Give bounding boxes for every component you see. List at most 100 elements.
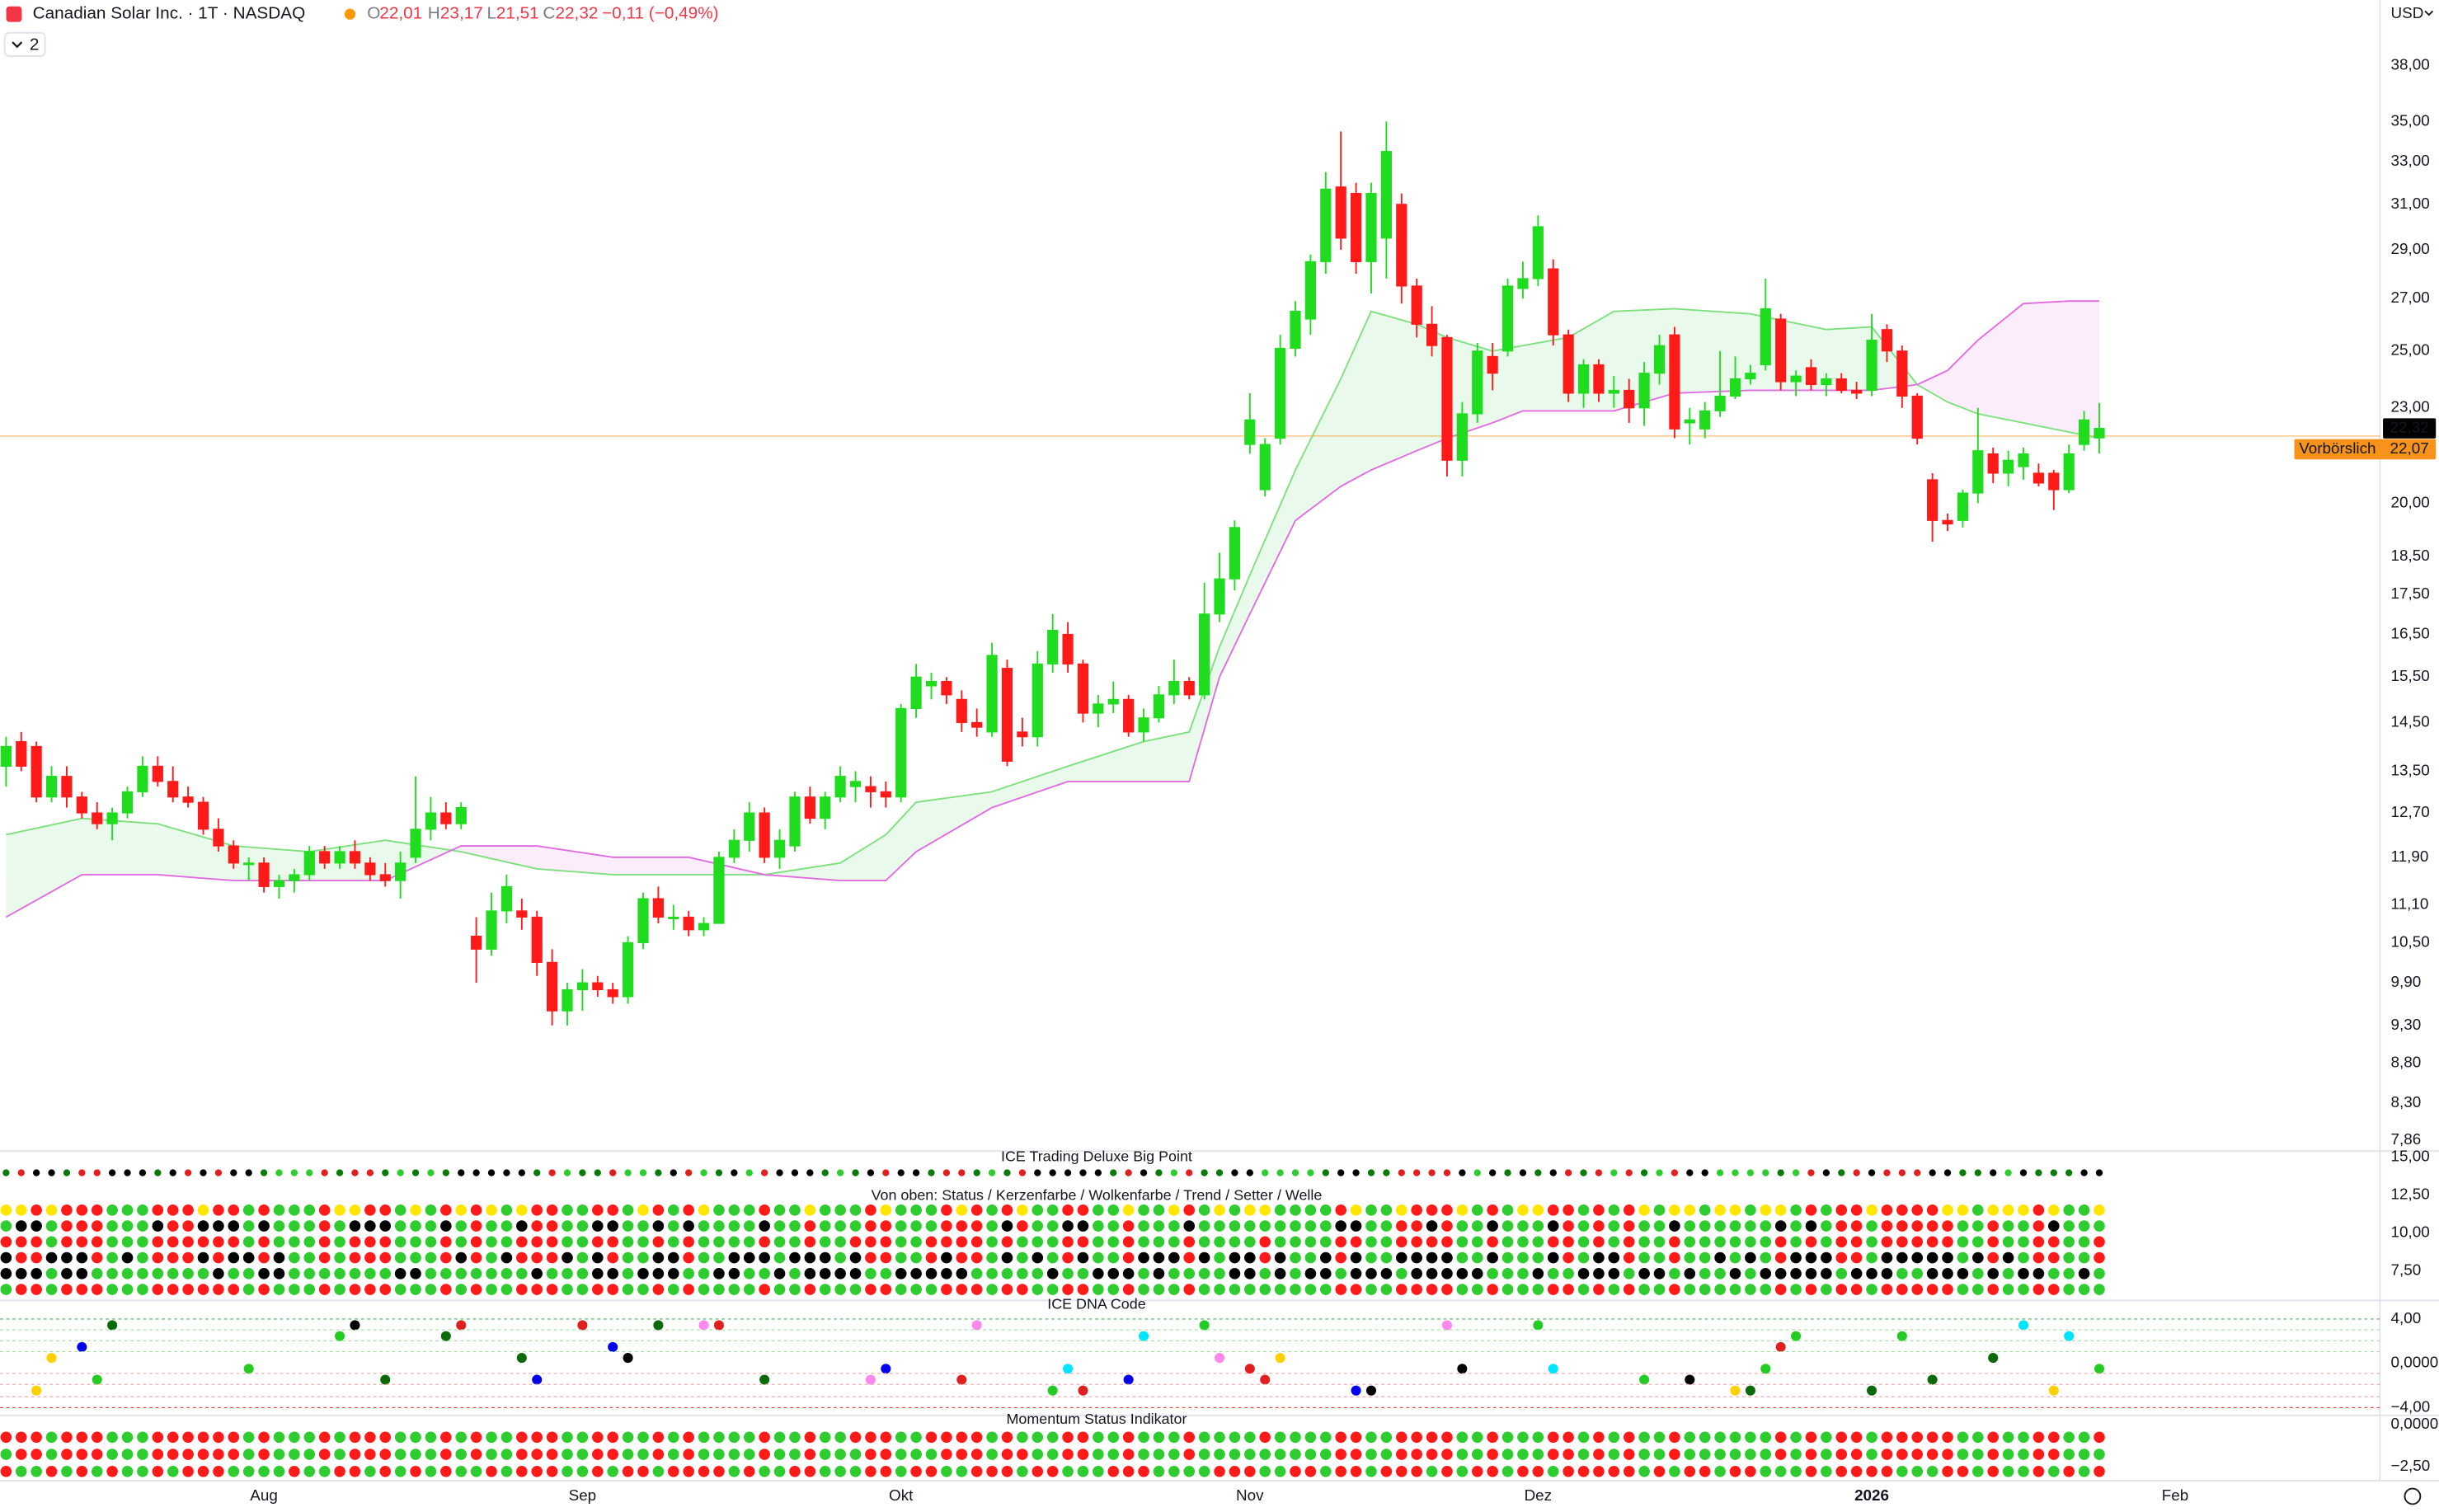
state-dot (865, 1251, 876, 1264)
state-dot (1290, 1236, 1301, 1248)
status-dot (93, 1169, 101, 1176)
status-dot (1671, 1169, 1679, 1176)
currency[interactable]: USD (2391, 4, 2424, 21)
state-dot (652, 1236, 665, 1248)
candle-body (1290, 311, 1301, 350)
status-dot (791, 1169, 799, 1176)
momentum-dot (1244, 1431, 1256, 1444)
momentum-dot (394, 1465, 406, 1477)
momentum-dot (1214, 1465, 1225, 1477)
status-dot (2080, 1169, 2088, 1176)
state-dot (1699, 1284, 1711, 1295)
momentum-dot (137, 1465, 148, 1477)
x-tick-label: Sep (569, 1486, 597, 1504)
cloud-fill (764, 862, 841, 881)
state-dot (106, 1284, 118, 1295)
momentum-dot (1365, 1449, 1377, 1460)
momentum-dot (576, 1465, 589, 1477)
state-dot (1501, 1268, 1514, 1280)
momentum-dot (1350, 1449, 1362, 1460)
momentum-dot (121, 1449, 134, 1460)
state-dot (1198, 1251, 1210, 1264)
state-dot (470, 1284, 482, 1295)
state-dot (2032, 1204, 2045, 1216)
y-tick-label: 35,00 (2391, 111, 2430, 129)
state-dot (470, 1220, 482, 1232)
state-dot (592, 1251, 604, 1264)
momentum-dot (364, 1431, 376, 1444)
cloud-fill (1948, 340, 1978, 414)
status-dot (1383, 1169, 1390, 1176)
state-dot (1304, 1268, 1317, 1280)
state-dot (970, 1220, 983, 1232)
momentum-dot (318, 1431, 331, 1444)
state-dot (2094, 1220, 2105, 1232)
momentum-dot (500, 1465, 513, 1477)
dna-dot (1730, 1385, 1741, 1396)
momentum-dot (1517, 1449, 1529, 1460)
state-dot (1441, 1268, 1453, 1280)
state-dot (1926, 1204, 1939, 1216)
state-dot (516, 1251, 528, 1264)
momentum-dot (546, 1465, 558, 1477)
state-dot (349, 1220, 361, 1232)
candle-body (1729, 378, 1741, 397)
state-dot (410, 1236, 421, 1248)
state-dot (182, 1204, 194, 1216)
candle-body (152, 765, 163, 782)
candle-body (1577, 364, 1590, 394)
dna-dot (698, 1320, 709, 1331)
indicator-toggle[interactable] (3, 31, 46, 58)
candle-body (106, 812, 118, 824)
state-dot (1380, 1284, 1393, 1295)
cloud-fill (688, 857, 765, 875)
panel-tick-label: 15,00 (2391, 1148, 2430, 1165)
status-dot (245, 1169, 252, 1176)
state-dot (2018, 1220, 2029, 1232)
momentum-dot (1365, 1431, 1377, 1444)
momentum-dot (258, 1465, 270, 1477)
candle-body (1441, 336, 1453, 461)
momentum-dot (698, 1449, 710, 1460)
state-dot (2032, 1220, 2045, 1232)
state-dot (486, 1204, 497, 1216)
state-dot (1411, 1268, 1422, 1280)
momentum-dot (1987, 1431, 2000, 1444)
state-dot (637, 1220, 649, 1232)
status-dot (594, 1169, 601, 1176)
momentum-dot (1669, 1449, 1680, 1460)
state-dot (289, 1236, 300, 1248)
cloud-fill (1492, 345, 1523, 423)
state-dot (394, 1220, 406, 1232)
dna-dot (759, 1374, 770, 1385)
state-dot (1062, 1236, 1074, 1248)
state-dot (1714, 1204, 1726, 1216)
state-dot (667, 1236, 679, 1248)
state-dot (1881, 1204, 1893, 1216)
state-dot (1623, 1236, 1635, 1248)
state-dot (1093, 1204, 1104, 1216)
momentum-dot (1093, 1431, 1104, 1444)
state-dot (789, 1236, 801, 1248)
momentum-dot (137, 1449, 148, 1460)
state-dot (1866, 1268, 1877, 1280)
state-dot (364, 1251, 376, 1264)
state-dot (303, 1236, 316, 1248)
state-dot (773, 1284, 786, 1295)
state-dot (2048, 1268, 2060, 1280)
status-dot (518, 1169, 525, 1176)
state-dot (1760, 1251, 1772, 1264)
indicator-count[interactable]: 2 (30, 35, 40, 54)
settings-icon[interactable] (2404, 1487, 2422, 1505)
state-dot (1942, 1204, 1953, 1216)
momentum-dot (941, 1465, 952, 1477)
state-dot (834, 1251, 846, 1264)
momentum-dot (303, 1431, 316, 1444)
dna-dot (1745, 1385, 1755, 1396)
state-dot (910, 1268, 922, 1280)
state-dot (743, 1236, 755, 1248)
state-dot (1380, 1236, 1393, 1248)
state-dot (318, 1251, 331, 1264)
momentum-dot (1259, 1431, 1271, 1444)
momentum-dot (773, 1431, 786, 1444)
